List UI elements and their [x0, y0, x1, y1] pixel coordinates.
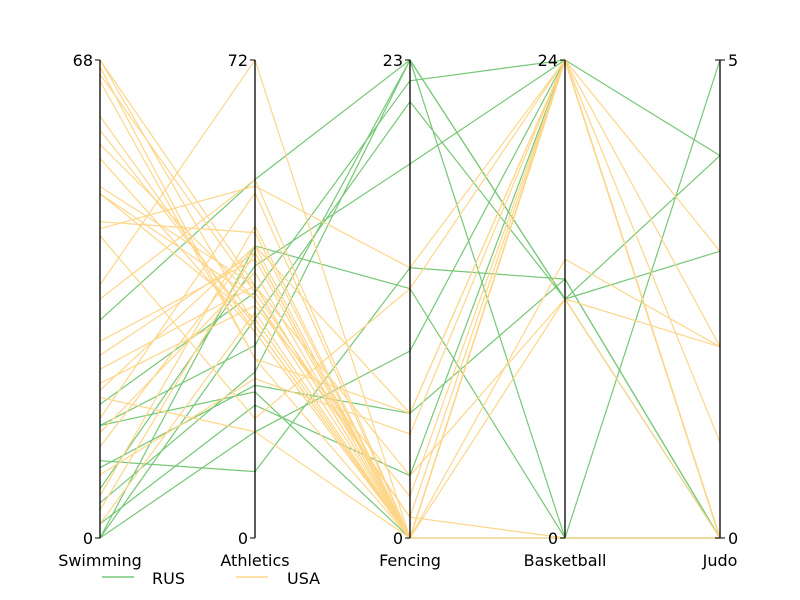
axis-athletics-min-label: 0 — [238, 529, 248, 548]
axis-fencing-max-label: 23 — [383, 51, 403, 70]
axis-athletics-name: Athletics — [220, 551, 289, 570]
axis-swimming-name: Swimming — [58, 551, 142, 570]
axis-basketball-min-label: 0 — [548, 529, 558, 548]
axis-judo-name: Judo — [702, 551, 738, 570]
axis-fencing-name: Fencing — [379, 551, 441, 570]
axis-athletics-max-label: 72 — [228, 51, 248, 70]
axes: 68 0 Swimming 72 0 Athletics 23 0 Fencing 24 0 Bask… — [58, 51, 738, 570]
axis-judo-max-label: 5 — [728, 51, 738, 70]
legend-label-usa: USA — [287, 569, 320, 588]
axis-fencing-min-label: 0 — [393, 529, 403, 548]
axis-swimming-min-label: 0 — [83, 529, 93, 548]
legend: RUS USA — [102, 569, 320, 588]
axis-basketball-max-label: 24 — [538, 51, 558, 70]
axis-basketball-name: Basketball — [524, 551, 607, 570]
axis-judo-min-label: 0 — [728, 529, 738, 548]
axis-swimming-max-label: 68 — [73, 51, 93, 70]
legend-label-rus: RUS — [152, 569, 185, 588]
